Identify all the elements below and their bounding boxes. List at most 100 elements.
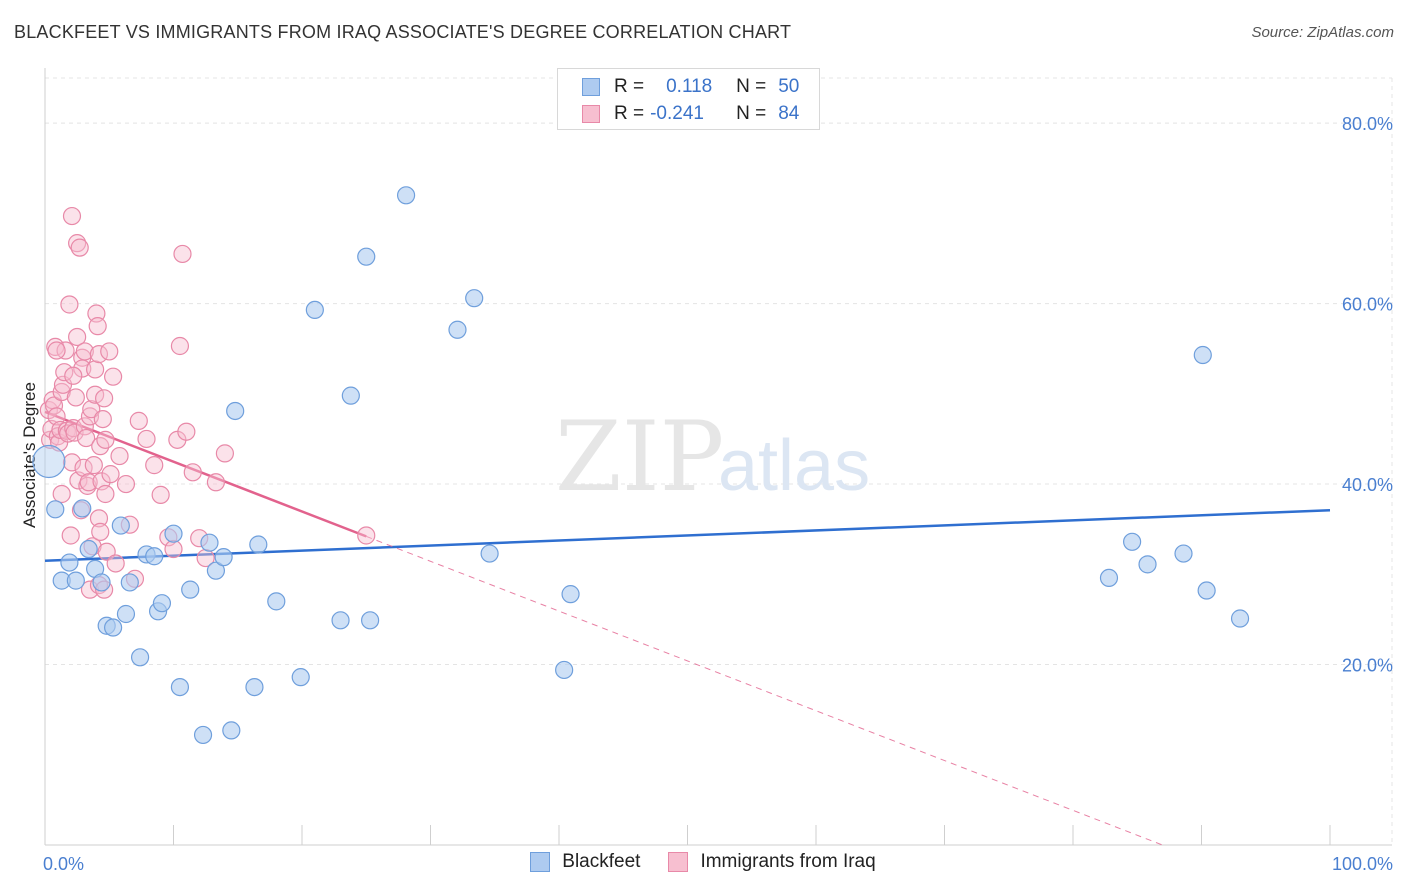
point-blackfeet	[116, 604, 136, 624]
axes	[44, 68, 1392, 846]
point-iraq	[55, 363, 74, 382]
bottom-legend: Blackfeet Immigrants from Iraq	[0, 851, 1406, 873]
series-blackfeet-points	[32, 186, 1250, 745]
point-iraq	[91, 522, 110, 541]
point-iraq	[100, 342, 119, 361]
y-tick-label: 80.0%	[1342, 114, 1393, 134]
point-blackfeet	[206, 561, 226, 580]
point-iraq	[93, 409, 112, 429]
watermark: ZIP atlas	[555, 401, 870, 513]
trend-line-iraq	[44, 410, 367, 538]
legend-n-label: N =	[736, 103, 767, 124]
point-iraq	[84, 456, 103, 475]
point-blackfeet	[214, 548, 233, 567]
point-iraq	[116, 474, 136, 494]
point-iraq	[215, 444, 234, 463]
point-blackfeet	[245, 677, 264, 697]
point-blackfeet	[1193, 345, 1212, 365]
point-blackfeet	[331, 611, 350, 630]
point-iraq	[62, 453, 82, 472]
point-iraq	[206, 473, 226, 492]
point-blackfeet	[267, 592, 286, 611]
point-blackfeet	[32, 444, 66, 479]
point-blackfeet	[561, 585, 580, 604]
point-iraq	[70, 238, 89, 257]
point-iraq	[86, 360, 105, 379]
point-blackfeet	[193, 725, 213, 745]
legend-swatch-blackfeet	[582, 78, 600, 96]
legend-row-iraq: R = -0.241 N = 84	[582, 101, 799, 127]
point-blackfeet	[480, 544, 499, 563]
point-iraq	[89, 509, 109, 528]
point-iraq	[173, 244, 192, 264]
point-blackfeet	[79, 539, 98, 559]
legend-swatch-iraq	[668, 852, 689, 872]
legend-row-blackfeet: R = 0.118 N = 50	[582, 74, 799, 100]
point-iraq	[77, 428, 96, 448]
point-blackfeet	[465, 289, 484, 308]
legend-swatch-blackfeet	[530, 852, 551, 872]
point-iraq	[75, 342, 94, 361]
point-iraq	[52, 484, 71, 504]
watermark-atlas: atlas	[718, 426, 870, 506]
point-blackfeet	[448, 320, 467, 339]
point-iraq	[104, 367, 123, 386]
point-blackfeet	[1123, 532, 1142, 551]
watermark-zip: ZIP	[555, 401, 724, 513]
point-blackfeet	[111, 516, 130, 535]
y-tick-label: 20.0%	[1342, 656, 1393, 676]
point-iraq	[60, 295, 79, 314]
point-iraq	[86, 385, 105, 404]
point-blackfeet	[555, 660, 574, 680]
point-blackfeet	[1230, 609, 1250, 628]
point-iraq	[357, 526, 376, 545]
point-iraq	[65, 423, 84, 442]
legend-n-value: 50	[778, 76, 800, 97]
point-iraq	[129, 411, 148, 430]
legend-r-value: -0.241	[650, 103, 704, 124]
point-blackfeet	[305, 300, 324, 320]
legend-item-blackfeet[interactable]: Blackfeet	[530, 851, 640, 873]
point-blackfeet	[170, 677, 190, 697]
legend-r-value: 0.118	[666, 76, 713, 97]
point-blackfeet	[222, 721, 241, 740]
point-blackfeet	[1138, 555, 1157, 574]
point-blackfeet	[60, 553, 79, 572]
legend-r-label: R =	[614, 103, 645, 124]
point-iraq	[110, 446, 129, 466]
point-iraq	[88, 317, 107, 336]
point-iraq	[177, 422, 196, 441]
point-blackfeet	[152, 594, 172, 613]
point-iraq	[96, 484, 115, 504]
y-tick-label: 40.0%	[1342, 475, 1393, 495]
legend-label-iraq: Immigrants from Iraq	[700, 851, 876, 872]
point-iraq	[47, 341, 66, 360]
legend-n-label: N =	[736, 76, 767, 97]
point-blackfeet	[226, 401, 245, 421]
point-blackfeet	[73, 499, 92, 518]
point-iraq	[96, 430, 115, 449]
legend-label-blackfeet: Blackfeet	[562, 851, 641, 872]
point-iraq	[106, 554, 125, 573]
legend-swatch-iraq	[582, 105, 600, 123]
x-tick-label-max: 100.0%	[1332, 854, 1393, 874]
x-tick-label-min: 0.0%	[43, 854, 84, 874]
point-iraq	[79, 473, 98, 492]
source-label: Source: ZipAtlas.com	[1251, 24, 1394, 41]
point-blackfeet	[341, 386, 360, 405]
point-blackfeet	[396, 186, 416, 205]
point-iraq	[59, 424, 78, 443]
point-iraq	[151, 485, 170, 504]
point-blackfeet	[249, 535, 268, 554]
point-blackfeet	[46, 500, 65, 519]
point-iraq	[89, 345, 109, 364]
point-iraq	[61, 526, 80, 545]
point-blackfeet	[145, 547, 164, 566]
point-blackfeet	[1174, 544, 1193, 563]
point-iraq	[62, 206, 82, 226]
point-blackfeet	[291, 668, 310, 687]
legend-item-iraq[interactable]: Immigrants from Iraq	[668, 851, 876, 873]
point-iraq	[74, 458, 93, 477]
point-iraq	[47, 407, 66, 426]
